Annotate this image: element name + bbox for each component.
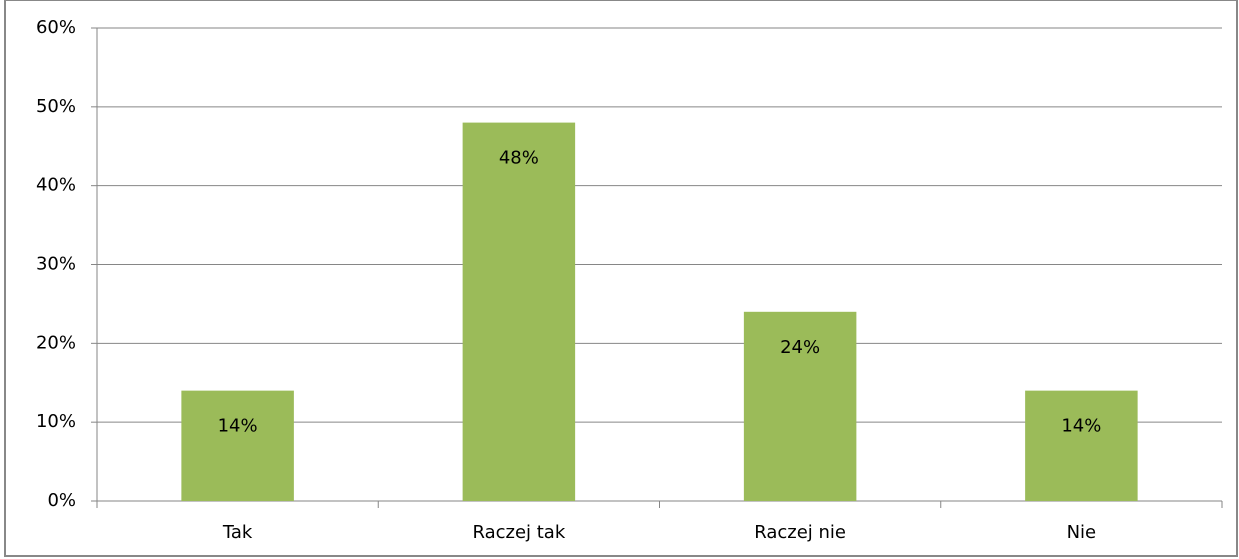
y-tick-label: 60% (36, 17, 76, 38)
bar (1025, 390, 1138, 501)
y-tick-label: 0% (47, 490, 76, 511)
data-label: 14% (1061, 416, 1101, 437)
y-tick-label: 30% (36, 254, 76, 275)
data-label: 48% (499, 148, 539, 169)
y-tick-label: 40% (36, 175, 76, 196)
y-tick-label: 10% (36, 411, 76, 432)
bar (462, 122, 576, 501)
bar (743, 311, 857, 501)
x-tick-label: Raczej nie (754, 522, 846, 543)
chart-border (4, 0, 1238, 557)
y-tick-label: 20% (36, 332, 76, 353)
data-label: 14% (218, 416, 258, 437)
x-tick-label: Raczej tak (472, 522, 565, 543)
x-tick-label: Tak (222, 522, 253, 543)
x-tick-label: Nie (1067, 522, 1097, 543)
y-tick-label: 50% (36, 96, 76, 117)
data-label: 24% (780, 337, 820, 358)
bar (181, 390, 294, 501)
